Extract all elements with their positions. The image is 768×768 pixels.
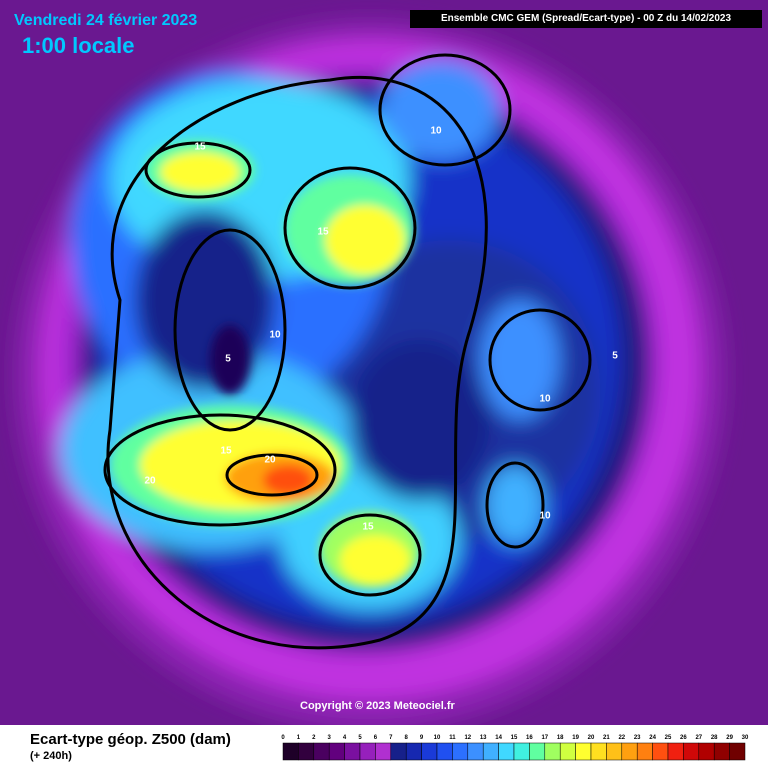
colorbar-label: 29	[726, 735, 733, 741]
color-swatch	[467, 742, 484, 761]
color-swatch	[667, 742, 684, 761]
contour-label: 15	[317, 227, 329, 238]
color-swatch	[713, 742, 730, 761]
colorbar-label: 24	[649, 735, 656, 741]
spread-field	[15, 20, 725, 725]
color-swatch	[636, 742, 653, 761]
colorbar-label: 12	[464, 735, 471, 741]
color-swatch	[544, 742, 561, 761]
colorbar-label: 2	[312, 735, 316, 741]
colorbar-label: 20	[588, 735, 595, 741]
contours	[103, 53, 592, 650]
color-swatch	[375, 742, 392, 761]
colorbar-label: 30	[742, 735, 749, 741]
contour-label: 5	[225, 354, 231, 365]
colorbar-label: 27	[695, 735, 702, 741]
color-swatch	[482, 742, 499, 761]
color-swatch	[421, 742, 438, 761]
contour-label: 20	[264, 455, 276, 466]
legend-subtitle: (+ 240h)	[30, 750, 72, 762]
color-swatch	[298, 742, 315, 761]
color-swatch	[652, 742, 669, 761]
colorbar-label: 8	[405, 735, 409, 741]
colorbar-label: 21	[603, 735, 610, 741]
spread-maxima	[110, 140, 420, 588]
colorbar-label: 1	[297, 735, 301, 741]
colorbar-label: 4	[343, 735, 347, 741]
colorbar-label: 19	[572, 735, 579, 741]
color-swatch	[606, 742, 623, 761]
colorbar-label: 10	[434, 735, 441, 741]
colorbar-label: 7	[389, 735, 393, 741]
contour-label: 5	[612, 351, 618, 362]
colorbar-label: 28	[711, 735, 718, 741]
map: 15 10 15 10 5 5 10 15 20 20 10 15	[0, 0, 768, 725]
color-swatch	[529, 742, 546, 761]
contour-label: 20	[144, 476, 156, 487]
colorbar-label: 13	[480, 735, 487, 741]
color-swatch	[590, 742, 607, 761]
color-swatch	[282, 742, 299, 761]
color-swatch	[405, 742, 422, 761]
color-swatch	[359, 742, 376, 761]
contour-label: 10	[539, 394, 551, 405]
colorbar-label: 25	[665, 735, 672, 741]
copyright: Copyright © 2023 Meteociel.fr	[300, 700, 455, 712]
colorbar-label: 14	[495, 735, 502, 741]
model-header: Ensemble CMC GEM (Spread/Ecart-type) - 0…	[410, 10, 762, 28]
colorbar-label: 0	[281, 735, 285, 741]
color-swatch	[498, 742, 515, 761]
colorbar-label: 6	[374, 735, 378, 741]
colorbar-label: 9	[420, 735, 424, 741]
colorbar-label: 16	[526, 735, 533, 741]
color-swatch	[513, 742, 530, 761]
time: 1:00 locale	[22, 33, 135, 58]
contour-label: 15	[194, 142, 206, 153]
legend-title: Ecart-type géop. Z500 (dam)	[30, 731, 231, 748]
contour-label: 10	[430, 126, 442, 137]
contour-label: 15	[220, 446, 232, 457]
color-swatch	[390, 742, 407, 761]
colorbar-label: 26	[680, 735, 687, 741]
color-swatch	[313, 742, 330, 761]
colorbar-label: 5	[358, 735, 362, 741]
colorbar-label: 17	[541, 735, 548, 741]
color-swatch	[344, 742, 361, 761]
color-swatch	[621, 742, 638, 761]
colorbar-label: 18	[557, 735, 564, 741]
color-swatch	[436, 742, 453, 761]
color-swatch	[452, 742, 469, 761]
colorbar-label: 11	[449, 735, 456, 741]
color-swatch	[729, 742, 746, 761]
date: Vendredi 24 février 2023	[14, 12, 198, 29]
colorbar-label: 23	[634, 735, 641, 741]
contour-label: 10	[539, 511, 551, 522]
contour-label: 10	[269, 330, 281, 341]
color-swatch	[683, 742, 700, 761]
color-swatch	[698, 742, 715, 761]
color-swatch	[328, 742, 345, 761]
colorbar-label: 15	[511, 735, 518, 741]
color-swatch	[559, 742, 576, 761]
colorbar-label: 22	[618, 735, 625, 741]
contour-label: 15	[362, 522, 374, 533]
colorbar-label: 3	[328, 735, 332, 741]
color-swatch	[575, 742, 592, 761]
colorbar: 0 1 2 3 4 5 6 7 8 9 10 11 12 13 14 15 16 17 18 19 20 21 22 23 24…	[281, 735, 749, 761]
